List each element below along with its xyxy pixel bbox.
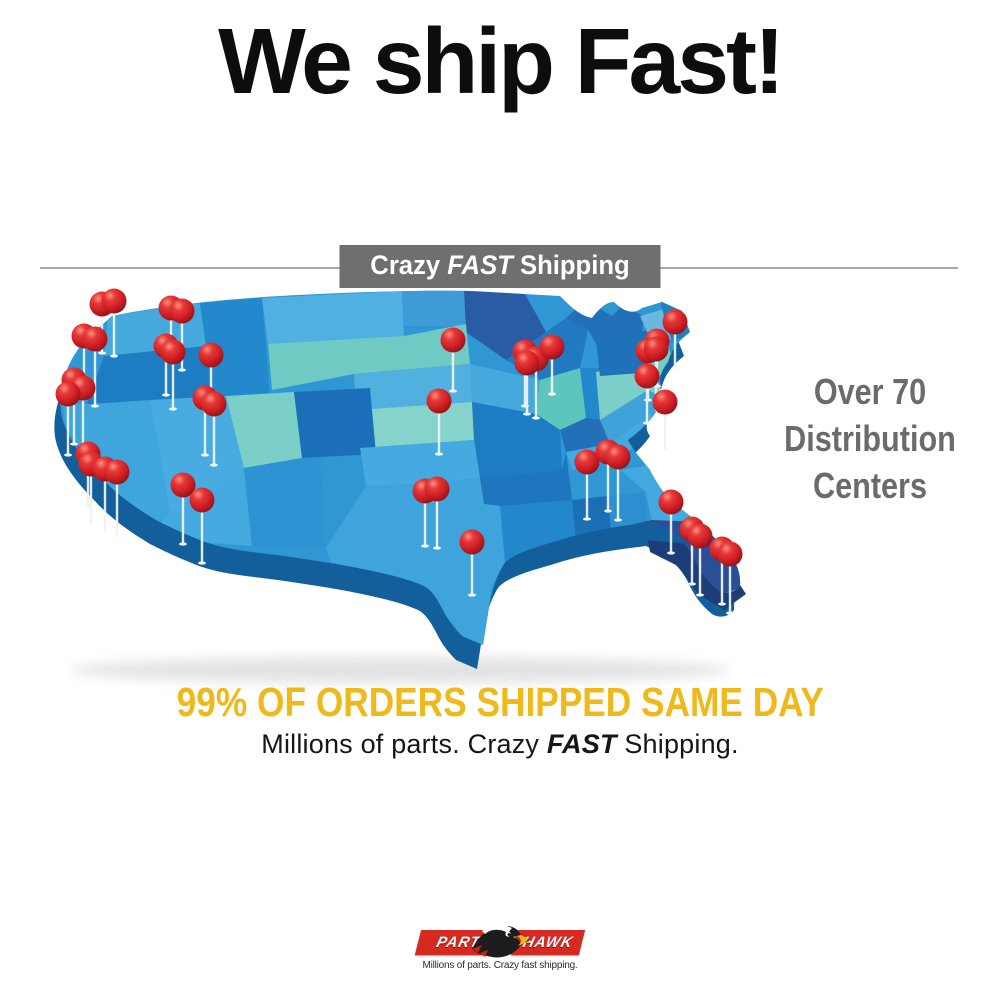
- map-shadow: [70, 657, 730, 683]
- partshawk-logo: PARTS HAWK Millions of parts. Crazy fast…: [410, 924, 590, 971]
- map-pin: [104, 459, 130, 485]
- pin-heads: [55, 288, 743, 567]
- shipping-banner: Crazy FAST Shipping: [339, 245, 661, 288]
- tagline-suffix: Shipping.: [616, 729, 739, 759]
- map-pin: [514, 350, 540, 376]
- banner-text-suffix: Shipping: [512, 250, 630, 280]
- hawk-head-icon: [472, 924, 531, 958]
- distribution-line-1: Over 70: [813, 371, 927, 412]
- tagline-prefix: Millions of parts. Crazy: [261, 729, 547, 759]
- map-pin: [687, 523, 713, 549]
- map-pin: [539, 334, 565, 360]
- logo-tagline: Millions of parts. Crazy fast shipping.: [422, 960, 578, 971]
- map-pin: [55, 381, 81, 407]
- map-pin: [189, 487, 215, 513]
- distribution-centers-label: Over 70 Distribution Centers: [742, 368, 998, 509]
- map-pin: [424, 476, 450, 502]
- map-pin: [440, 327, 466, 353]
- tagline-line: Millions of parts. Crazy FAST Shipping.: [0, 729, 1000, 760]
- map-pin: [169, 298, 195, 324]
- map-pin: [643, 336, 669, 362]
- same-day-headline: 99% OF ORDERS SHIPPED SAME DAY: [176, 679, 824, 725]
- map-pin: [459, 529, 485, 555]
- pin-stems: [64, 310, 734, 615]
- banner-text-prefix: Crazy: [370, 250, 448, 280]
- banner-text-fast: FAST: [447, 250, 513, 280]
- map-pin: [605, 444, 631, 470]
- map-pin: [652, 389, 678, 415]
- map-pin: [198, 342, 224, 368]
- distribution-line-2: Distribution: [784, 418, 956, 459]
- tagline-fast: FAST: [546, 729, 617, 759]
- map-pin: [574, 449, 600, 475]
- map-pin: [662, 309, 688, 335]
- map-pin: [634, 363, 660, 389]
- map-pin: [82, 326, 108, 352]
- page-title: We ship Fast!: [218, 9, 785, 113]
- map-pin: [201, 391, 227, 417]
- map-pin: [101, 288, 127, 314]
- map-pin: [426, 388, 452, 414]
- map-pin: [160, 339, 186, 365]
- distribution-line-3: Centers: [813, 465, 927, 506]
- map-pin: [717, 541, 743, 567]
- logo-band: PARTS HAWK: [414, 924, 586, 958]
- map-pin: [170, 472, 196, 498]
- map-pin: [658, 489, 684, 515]
